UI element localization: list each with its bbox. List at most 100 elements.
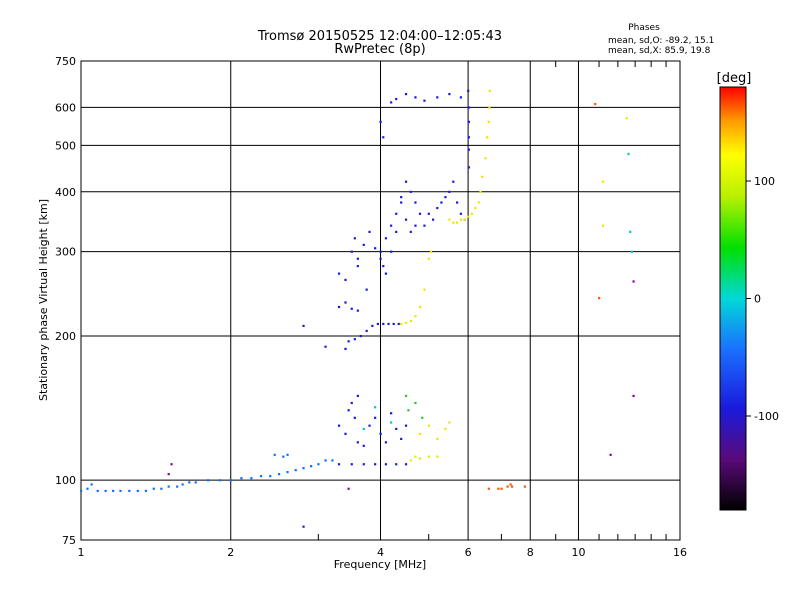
data-points bbox=[80, 89, 635, 528]
data-point bbox=[362, 427, 365, 431]
data-point bbox=[452, 221, 455, 224]
data-point bbox=[273, 453, 276, 456]
data-point bbox=[487, 487, 490, 490]
data-point bbox=[277, 473, 281, 476]
data-point bbox=[344, 347, 347, 351]
data-point bbox=[404, 424, 408, 427]
data-point bbox=[414, 315, 417, 318]
data-point bbox=[194, 481, 197, 484]
data-point bbox=[356, 309, 359, 312]
data-point bbox=[382, 264, 385, 268]
data-point bbox=[609, 453, 612, 456]
data-point bbox=[104, 489, 107, 493]
data-point bbox=[395, 212, 398, 215]
data-point bbox=[350, 401, 353, 405]
data-point bbox=[324, 459, 327, 462]
data-point bbox=[404, 180, 408, 183]
data-point bbox=[427, 212, 430, 215]
data-point bbox=[218, 479, 221, 482]
data-point bbox=[459, 218, 462, 221]
data-point bbox=[382, 322, 385, 326]
data-point bbox=[601, 180, 605, 183]
y-tick-label: 100 bbox=[55, 474, 76, 487]
data-point bbox=[384, 441, 388, 444]
data-point bbox=[414, 401, 417, 405]
data-point bbox=[414, 201, 417, 204]
x-tick-label: 8 bbox=[527, 546, 534, 559]
data-point bbox=[80, 489, 83, 493]
data-point bbox=[400, 201, 403, 204]
data-point bbox=[353, 237, 356, 240]
data-point bbox=[407, 409, 410, 412]
data-point bbox=[500, 487, 503, 490]
data-point bbox=[324, 345, 327, 348]
data-point bbox=[379, 120, 382, 123]
data-point bbox=[353, 338, 356, 341]
data-point bbox=[374, 463, 377, 466]
data-point bbox=[229, 479, 232, 482]
data-point bbox=[390, 101, 393, 104]
data-point bbox=[484, 157, 487, 160]
data-point bbox=[509, 483, 512, 486]
data-point bbox=[523, 485, 526, 488]
colorbar-label: [deg] bbox=[717, 71, 752, 86]
x-tick-label: 1 bbox=[78, 546, 85, 559]
data-point bbox=[250, 477, 253, 480]
data-point bbox=[497, 487, 500, 490]
data-point bbox=[395, 463, 398, 466]
y-tick-label: 400 bbox=[55, 186, 76, 199]
data-point bbox=[379, 257, 382, 260]
data-point bbox=[350, 307, 353, 310]
data-point bbox=[356, 394, 359, 398]
data-point bbox=[379, 432, 382, 435]
data-point bbox=[488, 89, 491, 92]
data-point bbox=[488, 106, 491, 109]
data-point bbox=[269, 475, 272, 478]
data-point bbox=[112, 489, 115, 493]
data-point bbox=[448, 92, 451, 96]
data-point bbox=[188, 481, 191, 484]
data-point bbox=[467, 89, 470, 92]
data-point bbox=[427, 424, 430, 427]
data-point bbox=[467, 166, 471, 169]
data-point bbox=[427, 257, 430, 260]
data-point bbox=[601, 224, 605, 227]
data-point bbox=[374, 247, 377, 250]
data-point bbox=[176, 485, 179, 488]
data-point bbox=[379, 250, 382, 253]
data-point bbox=[376, 322, 379, 326]
data-point bbox=[479, 190, 482, 193]
data-point bbox=[387, 322, 390, 326]
data-point bbox=[404, 321, 408, 325]
tick-layer: 1 2 4 6 8 10 16 75 100 200 300 400 500 600 750 bbox=[55, 55, 687, 559]
data-point bbox=[206, 479, 210, 482]
data-point bbox=[294, 469, 297, 472]
data-point bbox=[444, 196, 447, 199]
phase-stats-o: mean, sd,O: -89.2, 15.1 bbox=[608, 36, 714, 46]
data-point bbox=[344, 432, 347, 435]
data-point bbox=[347, 340, 350, 343]
data-point bbox=[444, 427, 447, 431]
data-point bbox=[467, 136, 471, 139]
x-tick-label: 2 bbox=[227, 546, 234, 559]
data-point bbox=[632, 280, 635, 283]
data-point bbox=[431, 218, 435, 221]
data-point bbox=[463, 218, 466, 221]
phase-stats-x: mean, sd,X: 85.9, 19.8 bbox=[608, 46, 711, 56]
data-point bbox=[152, 487, 155, 490]
data-point bbox=[344, 301, 347, 304]
data-point bbox=[302, 525, 305, 528]
x-tick-label: 6 bbox=[465, 546, 472, 559]
data-point bbox=[436, 437, 439, 440]
data-point bbox=[459, 212, 462, 215]
data-point bbox=[371, 324, 374, 328]
data-point bbox=[356, 441, 359, 444]
y-tick-label: 750 bbox=[55, 55, 76, 68]
data-point bbox=[423, 288, 426, 291]
data-point bbox=[448, 421, 451, 424]
data-point bbox=[470, 212, 473, 215]
x-axis-label: Frequency [MHz] bbox=[334, 558, 426, 571]
data-point bbox=[160, 487, 163, 490]
data-point bbox=[414, 96, 417, 99]
data-point bbox=[359, 334, 362, 338]
